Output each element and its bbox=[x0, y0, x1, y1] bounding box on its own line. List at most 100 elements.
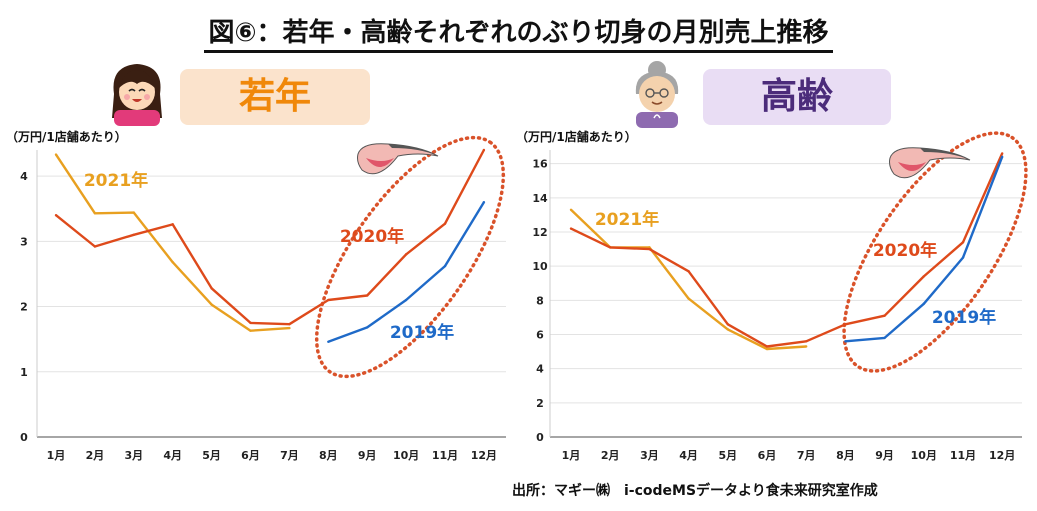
elder-x-tick-label: 10月 bbox=[911, 449, 937, 462]
fillet-skin bbox=[920, 148, 970, 160]
young-y-unit: （万円/1店舗あたり） bbox=[6, 130, 127, 144]
elder-point bbox=[805, 345, 808, 348]
elder-y-tick-label: 8 bbox=[536, 294, 544, 307]
young-x-tick-label: 9月 bbox=[358, 449, 377, 462]
young-badge: 若年 bbox=[180, 69, 370, 125]
young-y-tick-label: 3 bbox=[20, 235, 28, 248]
elder-chart: 0 2 4 6 8 10 12 14 16 1月 2月 3月 4月 5月 6月 7月 8月 9月 10月 11月 12月… bbox=[532, 131, 1028, 462]
elder-y-tick-label: 12 bbox=[532, 226, 547, 239]
young-series-label: 2021年 bbox=[84, 170, 148, 191]
elder-y-tick-label: 14 bbox=[532, 192, 548, 205]
young-point bbox=[210, 303, 213, 306]
elder-point bbox=[961, 256, 965, 259]
elder-point bbox=[1001, 152, 1004, 155]
elder-point bbox=[1001, 155, 1004, 159]
elder-series-label: 2020年 bbox=[873, 240, 937, 261]
young-y-tick-label: 2 bbox=[20, 301, 28, 314]
young-x-tick-label: 4月 bbox=[163, 449, 182, 462]
young-highlight-ellipse bbox=[314, 135, 506, 379]
elder-y-tick-label: 16 bbox=[532, 158, 548, 171]
young-point bbox=[443, 264, 447, 268]
young-x-tick-label: 3月 bbox=[124, 449, 143, 462]
young-x-tick-label: 5月 bbox=[202, 449, 221, 462]
elder-x-tick-label: 2月 bbox=[601, 449, 620, 462]
young-series-2019年 bbox=[327, 201, 485, 343]
young-point bbox=[132, 211, 135, 214]
elder-point bbox=[569, 208, 573, 211]
young-chart: 0 1 2 3 4 1月 2月 3月 4月 5月 6月 7月 8月 9月 10月 11月 12月 2021年 202… bbox=[20, 135, 506, 462]
young-x-tick-label: 8月 bbox=[319, 449, 338, 462]
young-point bbox=[54, 214, 58, 217]
young-point bbox=[288, 326, 291, 330]
young-point bbox=[54, 153, 58, 156]
elder-y-tick-label: 4 bbox=[536, 363, 544, 376]
fillet-dark-meat bbox=[366, 158, 394, 167]
elder-series-2020年 bbox=[570, 152, 1004, 348]
young-point bbox=[482, 148, 486, 152]
yellowtail-fillet-icon bbox=[357, 143, 439, 175]
elder-series-2021年 bbox=[570, 208, 807, 351]
young-series-2020年 bbox=[55, 149, 485, 326]
young-point bbox=[443, 222, 447, 225]
elder-point bbox=[569, 227, 573, 230]
young-x-tick-label: 11月 bbox=[432, 449, 458, 462]
elder-point bbox=[844, 340, 847, 343]
young-series-label: 2020年 bbox=[340, 226, 404, 247]
young-x-tick-label: 6月 bbox=[241, 449, 260, 462]
elder-x-tick-label: 3月 bbox=[640, 449, 659, 462]
elder-point bbox=[805, 340, 808, 343]
young-point bbox=[132, 233, 135, 236]
young-point bbox=[249, 329, 252, 332]
fillet-skin bbox=[388, 144, 438, 156]
elder-point bbox=[609, 246, 612, 249]
young-point bbox=[171, 260, 174, 264]
elder-point bbox=[765, 345, 769, 348]
elder-point bbox=[765, 347, 769, 351]
fillet-dark-meat bbox=[898, 162, 926, 171]
young-point bbox=[327, 298, 330, 302]
elder-point bbox=[687, 270, 690, 273]
elder-x-tick-label: 9月 bbox=[875, 449, 894, 462]
elder-y-tick-label: 10 bbox=[532, 260, 548, 273]
young-series-label: 2019年 bbox=[390, 322, 454, 343]
young-x-tick-label: 12月 bbox=[471, 449, 497, 462]
elder-y-unit: （万円/1店舗あたり） bbox=[516, 130, 637, 144]
elder-x-tick-label: 1月 bbox=[562, 449, 581, 462]
elder-highlight-ellipse bbox=[842, 131, 1028, 373]
elder-x-tick-label: 5月 bbox=[718, 449, 737, 462]
elder-point bbox=[922, 275, 925, 278]
young-point bbox=[93, 212, 97, 215]
young-woman-icon bbox=[112, 64, 162, 126]
fillet-body bbox=[889, 147, 971, 179]
young-x-tick-label: 7月 bbox=[280, 449, 299, 462]
yellowtail-fillet-icon bbox=[889, 147, 971, 179]
young-point bbox=[288, 322, 291, 326]
elder-x-tick-label: 11月 bbox=[950, 449, 976, 462]
young-point bbox=[327, 340, 330, 343]
young-point bbox=[404, 298, 408, 302]
elderly-woman-icon bbox=[635, 61, 679, 128]
young-point bbox=[210, 287, 213, 290]
young-y-tick-label: 4 bbox=[20, 170, 28, 183]
elder-point bbox=[687, 297, 690, 300]
elder-x-tick-label: 6月 bbox=[758, 449, 777, 462]
elder-badge: 高齢 bbox=[703, 69, 891, 125]
page-title: 図⑥：若年・高齢それぞれのぶり切身の月別売上推移 bbox=[0, 12, 1037, 53]
elder-point bbox=[844, 323, 847, 326]
elder-x-tick-label: 4月 bbox=[679, 449, 698, 462]
young-y-tick-label: 1 bbox=[20, 366, 28, 379]
elder-x-tick-label: 8月 bbox=[836, 449, 855, 462]
elder-x-tick-label: 12月 bbox=[989, 449, 1015, 462]
elder-x-tick-label: 7月 bbox=[797, 449, 816, 462]
elder-series-label: 2021年 bbox=[595, 209, 659, 230]
elder-y-tick-label: 2 bbox=[536, 397, 544, 410]
elder-point bbox=[648, 247, 651, 251]
source-note: 出所：マギー㈱ i-codeMSデータより食未来研究室作成 bbox=[512, 483, 878, 499]
elder-point bbox=[922, 302, 925, 305]
young-point bbox=[366, 326, 369, 329]
young-y-tick-label: 0 bbox=[20, 431, 28, 444]
elder-point bbox=[883, 336, 886, 340]
elder-point bbox=[726, 328, 729, 331]
young-x-tick-label: 2月 bbox=[86, 449, 105, 462]
